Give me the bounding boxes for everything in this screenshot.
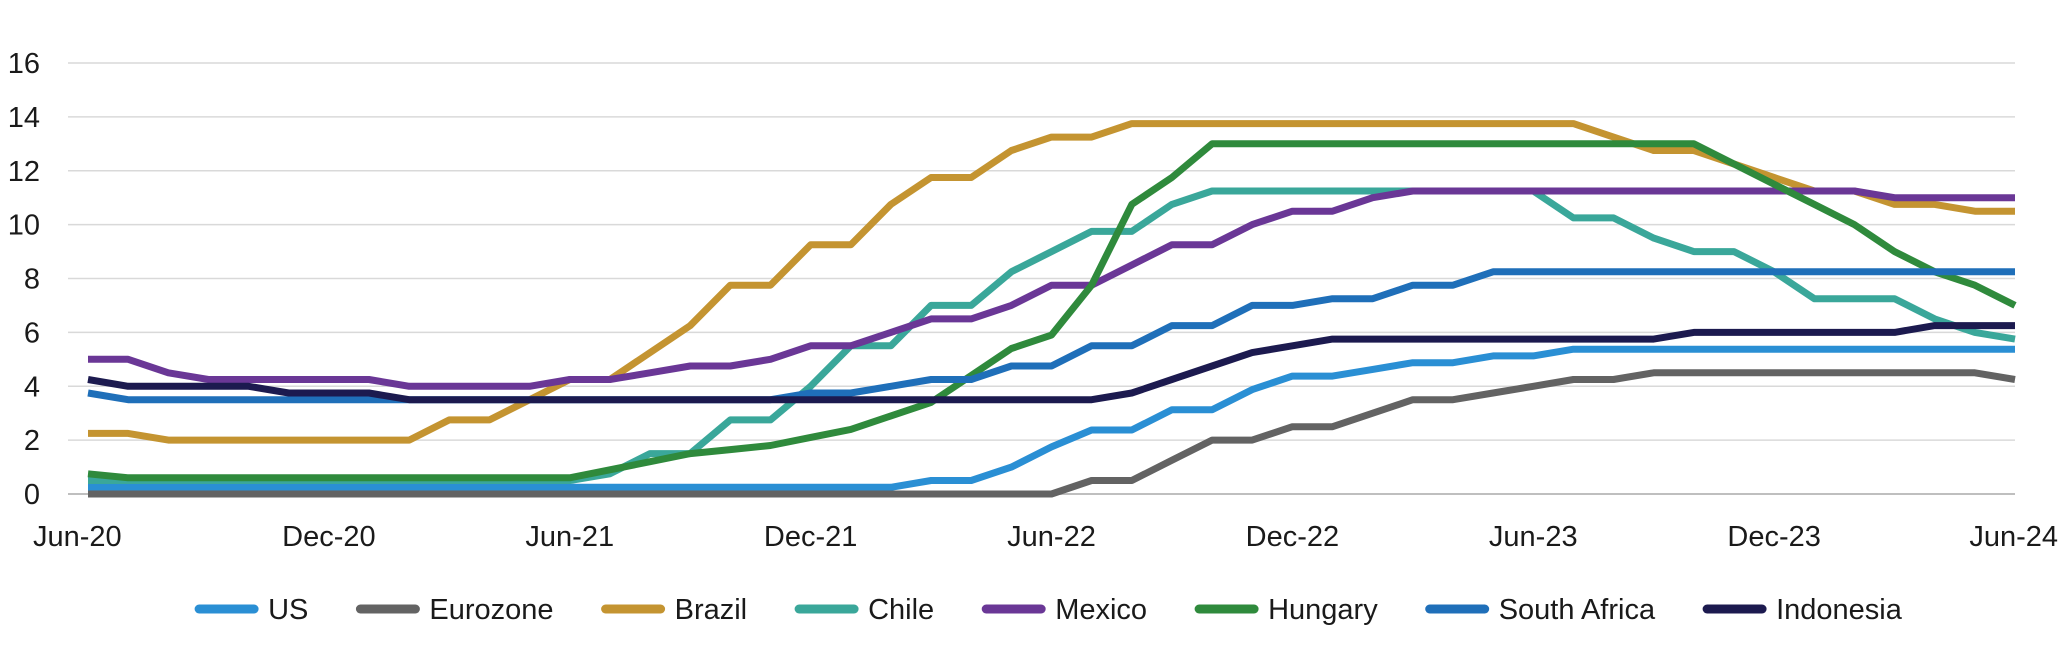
legend-item-us: US (199, 594, 308, 626)
legend-item-mexico: Mexico (986, 594, 1147, 626)
legend-label: Indonesia (1776, 594, 1903, 626)
x-axis-tick-labels: Jun-20 Dec-20 Jun-21 Dec-21 Jun-22 Dec-22 Jun-… (33, 521, 2058, 553)
legend: US Eurozone Brazil Chile Mexico Hungary South … (199, 594, 1903, 626)
x-tick-label: Jun-21 (525, 521, 614, 553)
x-tick-label: Jun-22 (1007, 521, 1096, 553)
legend-label: South Africa (1499, 594, 1656, 626)
x-tick-label: Dec-22 (1246, 521, 1340, 553)
legend-label: Eurozone (429, 594, 553, 626)
x-tick-label: Dec-23 (1727, 521, 1821, 553)
legend-label: Mexico (1055, 594, 1147, 626)
y-tick-label: 0 (24, 479, 40, 511)
legend-item-brazil: Brazil (606, 594, 748, 626)
x-tick-label: Jun-20 (33, 521, 122, 553)
y-tick-label: 8 (24, 264, 40, 296)
y-tick-label: 10 (8, 210, 40, 242)
legend-label: US (268, 594, 308, 626)
legend-item-hungary: Hungary (1199, 594, 1378, 626)
legend-label: Chile (868, 594, 934, 626)
legend-item-south-africa: South Africa (1430, 594, 1656, 626)
legend-item-indonesia: Indonesia (1707, 594, 1903, 626)
legend-item-chile: Chile (799, 594, 934, 626)
x-tick-label: Jun-23 (1489, 521, 1578, 553)
y-tick-label: 2 (24, 425, 40, 457)
series-lines (88, 124, 2015, 494)
y-tick-label: 6 (24, 317, 40, 349)
gridlines (68, 63, 2015, 494)
x-tick-label: Jun-24 (1969, 521, 2058, 553)
y-tick-label: 14 (8, 102, 40, 134)
legend-label: Hungary (1268, 594, 1378, 626)
x-tick-label: Dec-21 (764, 521, 858, 553)
x-tick-label: Dec-20 (282, 521, 376, 553)
legend-label: Brazil (675, 594, 748, 626)
series-line-mexico (88, 191, 2015, 386)
y-tick-label: 16 (8, 48, 40, 80)
y-axis-tick-labels: 0 2 4 6 8 10 12 14 16 (8, 48, 40, 511)
y-tick-label: 4 (24, 371, 40, 403)
legend-item-eurozone: Eurozone (360, 594, 553, 626)
y-tick-label: 12 (8, 156, 40, 188)
line-chart: 0246810121416 Jun-20 Dec-20 Jun-21 Dec-21 Ju… (0, 0, 2061, 657)
